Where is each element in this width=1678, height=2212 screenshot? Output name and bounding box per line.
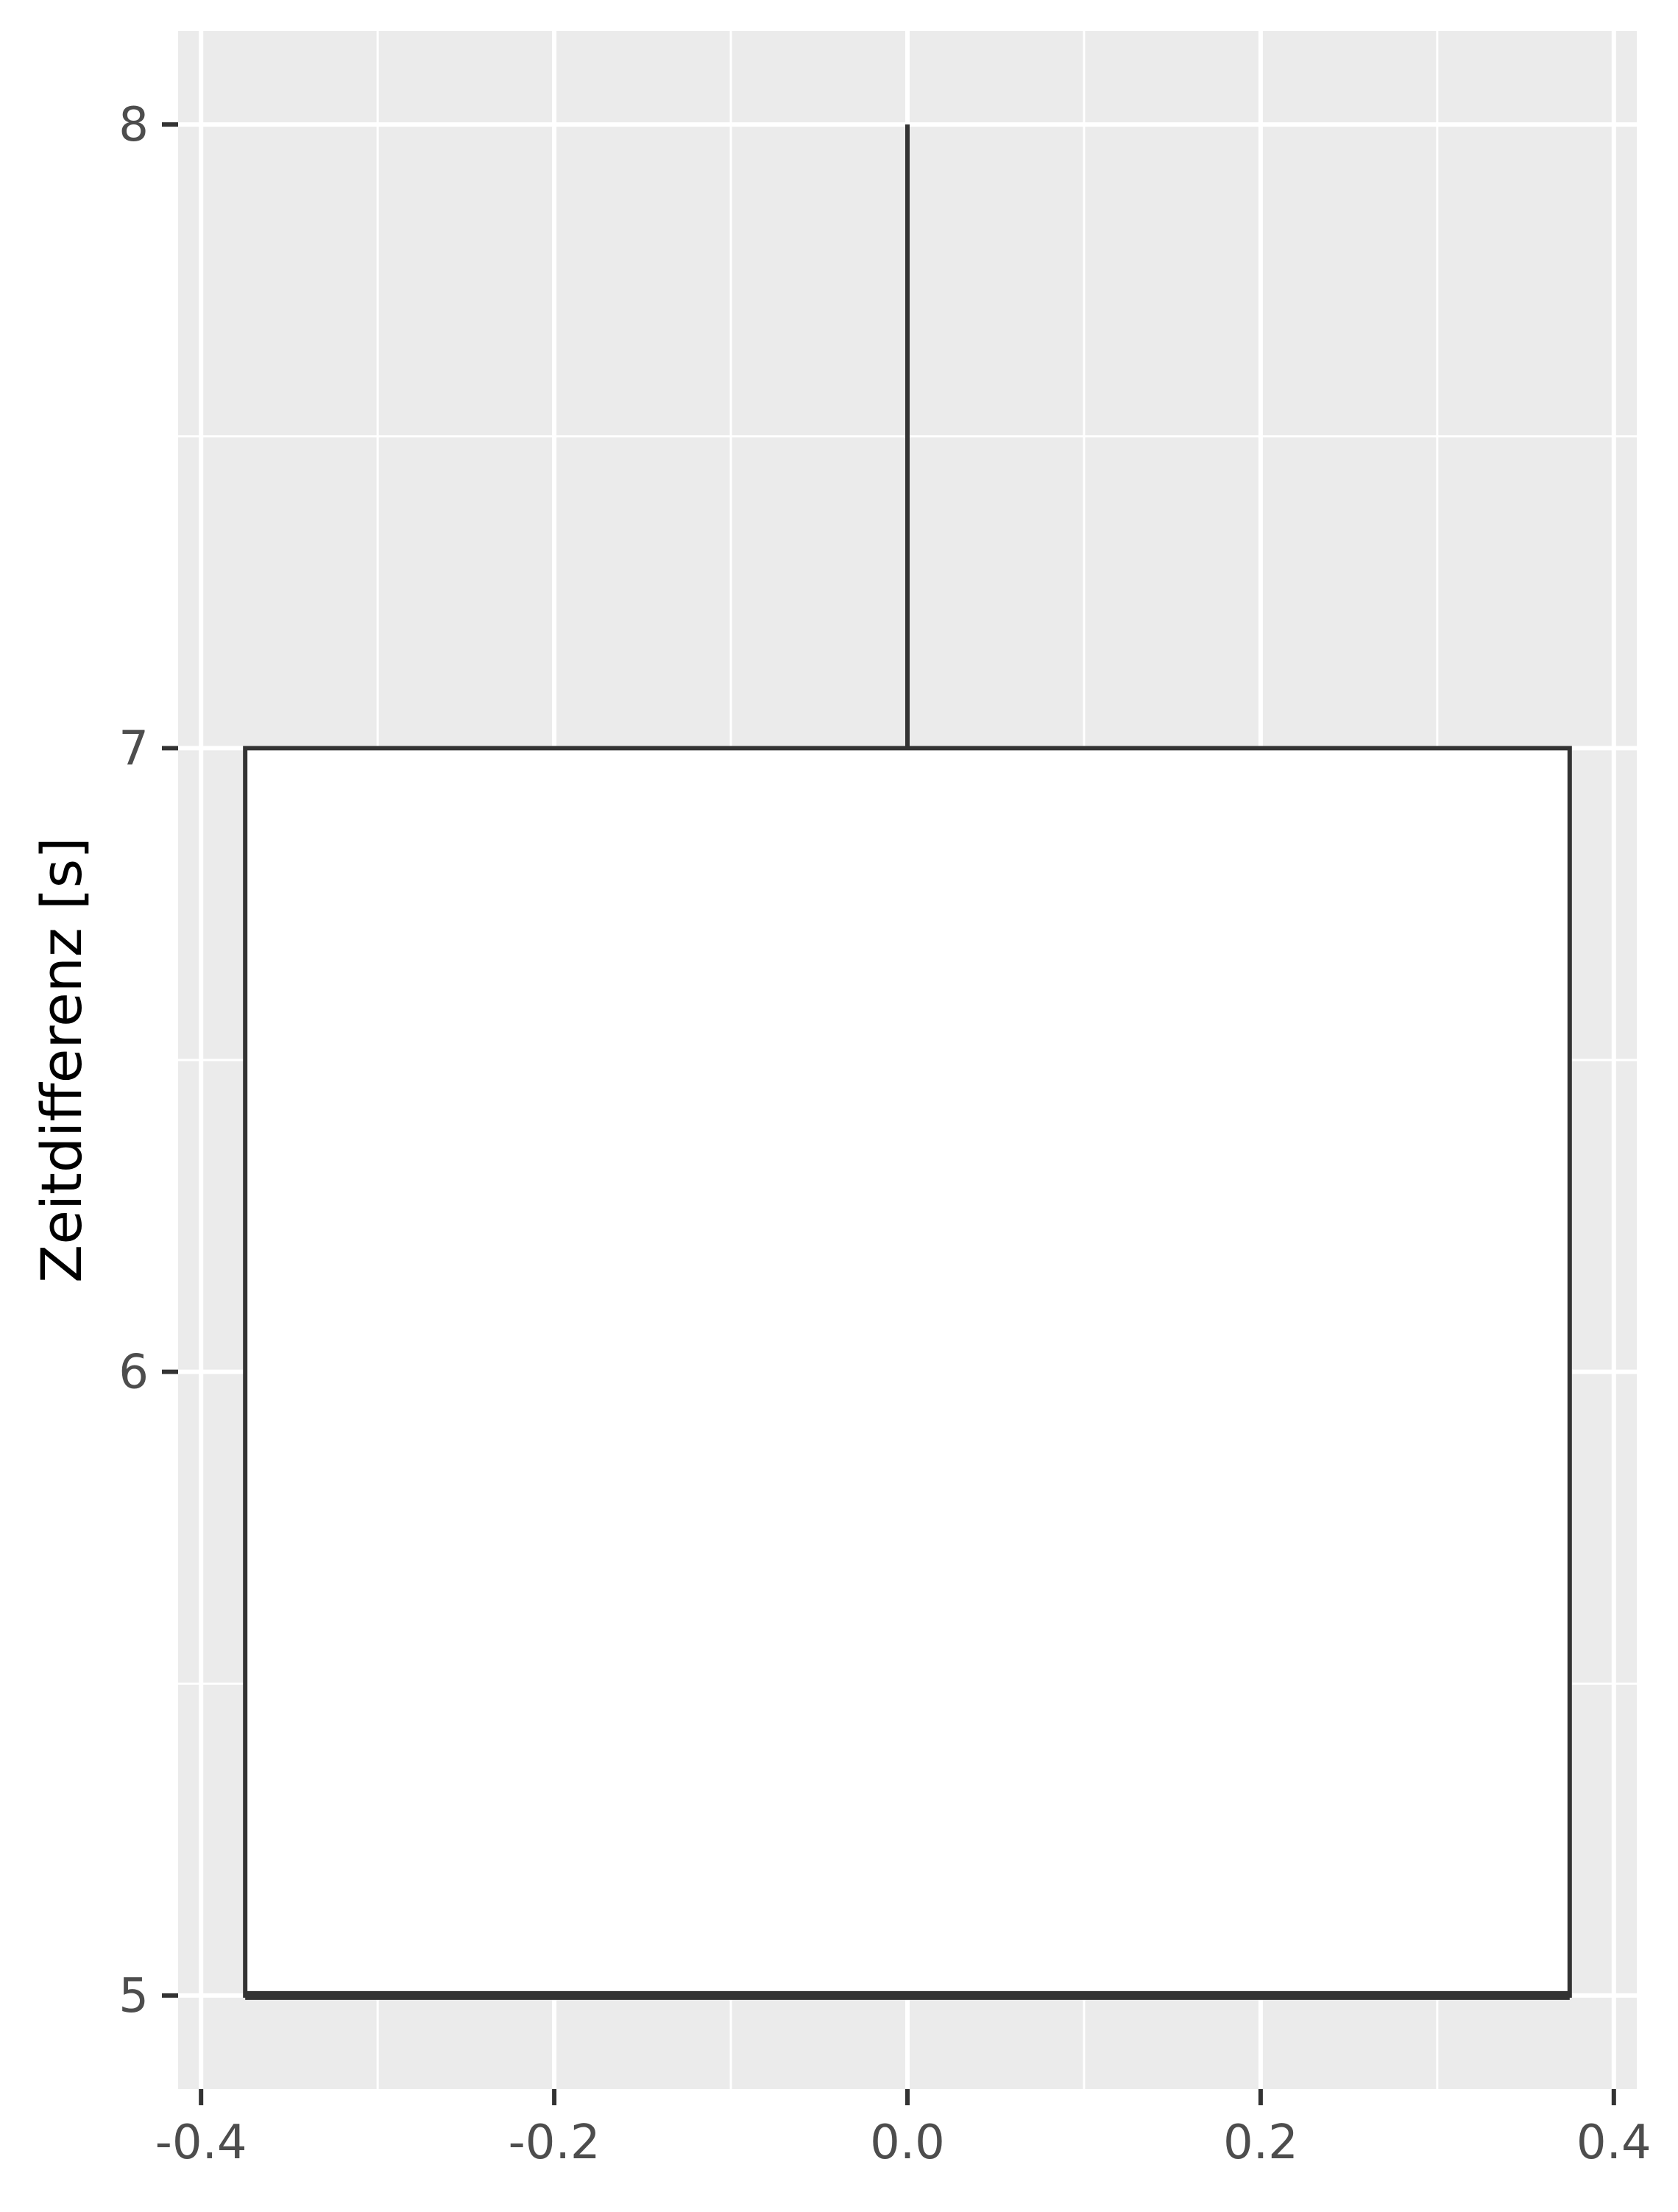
y-axis-title: Zeitdifferenz [s] — [29, 837, 94, 1283]
x-tick-label: 0.0 — [870, 2116, 945, 2170]
x-tick-label: 0.2 — [1223, 2116, 1298, 2170]
x-axis: -0.4 -0.2 0.0 0.2 0.4 — [155, 2089, 1652, 2170]
y-tick-label: 7 — [118, 721, 149, 776]
y-tick-label: 8 — [118, 98, 149, 152]
y-tick-label: 5 — [118, 1969, 149, 2024]
x-tick-label: -0.2 — [509, 2116, 601, 2170]
y-axis: 5 6 7 8 — [118, 98, 178, 2024]
y-tick-label: 6 — [118, 1346, 149, 1400]
x-tick-label: 0.4 — [1576, 2116, 1652, 2170]
x-tick-label: -0.4 — [155, 2116, 247, 2170]
box-iqr — [243, 746, 1572, 1998]
box-layer — [243, 124, 1572, 2000]
